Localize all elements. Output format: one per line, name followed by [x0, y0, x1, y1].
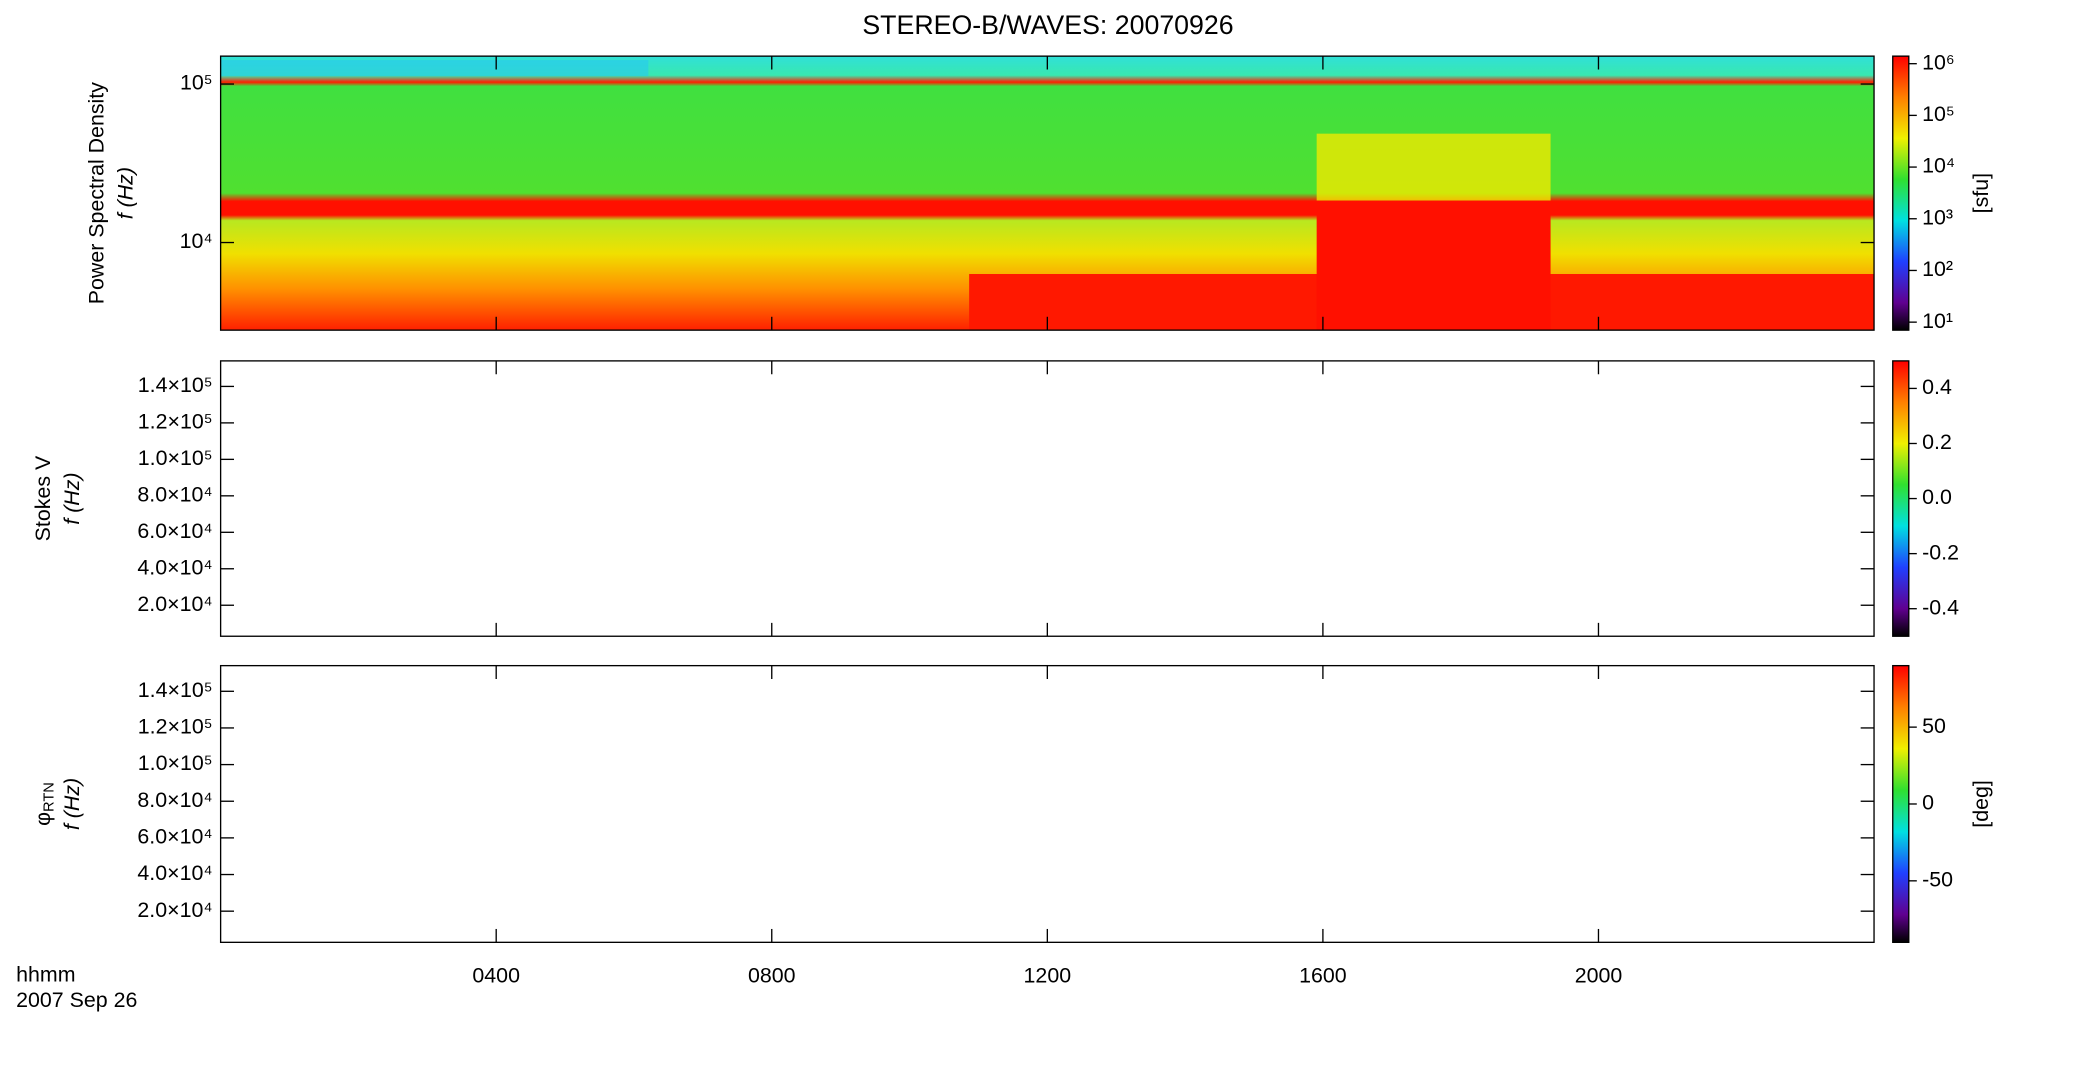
- y-tick-label: 1.0×10⁵: [138, 446, 213, 470]
- colorbar-tick-label: 0.0: [1922, 485, 1952, 509]
- y-label-unit: f (Hz): [60, 472, 84, 524]
- colorbar-tick-label: 0.2: [1922, 430, 1952, 454]
- plot-frame: [219, 360, 1875, 637]
- colorbar-tick-label: 10³: [1922, 205, 1953, 229]
- colorbar: [1892, 55, 1910, 331]
- y-tick-label: 10⁵: [180, 71, 213, 95]
- y-label: φRTN: [31, 782, 58, 826]
- plot-frame: [219, 664, 1875, 943]
- y-tick-label: 4.0×10⁴: [137, 861, 212, 885]
- colorbar-tick-label: -0.4: [1922, 595, 1959, 619]
- y-tick-label: 4.0×10⁴: [137, 555, 212, 579]
- colorbar: [1892, 360, 1910, 637]
- colorbar-tick-label: 0.4: [1922, 375, 1952, 399]
- colorbar-tick-label: 10¹: [1922, 309, 1953, 333]
- x-tick-label: 0400: [472, 964, 520, 988]
- colorbar: [1892, 664, 1910, 943]
- y-tick-label: 6.0×10⁴: [137, 825, 212, 849]
- colorbar-tick-label: 0: [1922, 791, 1934, 815]
- y-label-unit: f (Hz): [114, 167, 138, 219]
- x-label: hhmm: [16, 962, 75, 986]
- y-tick-label: 8.0×10⁴: [137, 788, 212, 812]
- y-tick-label: 1.4×10⁵: [138, 678, 213, 702]
- y-tick-label: 2.0×10⁴: [137, 898, 212, 922]
- colorbar-label: [sfu]: [1969, 173, 1993, 213]
- colorbar-tick-label: 10⁴: [1922, 154, 1955, 178]
- y-tick-label: 6.0×10⁴: [137, 519, 212, 543]
- y-label-sub: RTN: [41, 782, 57, 812]
- y-label: Stokes V: [31, 455, 55, 541]
- date-label: 2007 Sep 26: [16, 988, 137, 1012]
- y-label: Power Spectral Density: [84, 82, 108, 304]
- colorbar-tick-label: -50: [1922, 867, 1953, 891]
- y-tick-label: 2.0×10⁴: [137, 592, 212, 616]
- colorbar-tick-label: 10⁵: [1922, 102, 1955, 126]
- x-tick-label: 2000: [1575, 964, 1623, 988]
- y-tick-label: 10⁴: [180, 229, 213, 253]
- y-tick-label: 1.4×10⁵: [138, 373, 213, 397]
- y-tick-label: 1.0×10⁵: [138, 751, 213, 775]
- y-tick-label: 1.2×10⁵: [138, 715, 213, 739]
- x-tick-label: 0800: [748, 964, 796, 988]
- colorbar-label: [deg]: [1969, 780, 1993, 828]
- chart-title: STEREO-B/WAVES: 20070926: [862, 10, 1233, 40]
- x-tick-label: 1600: [1299, 964, 1347, 988]
- y-tick-label: 1.2×10⁵: [138, 410, 213, 434]
- y-label-unit: f (Hz): [60, 778, 84, 830]
- x-tick-label: 1200: [1024, 964, 1072, 988]
- spectrogram: [220, 56, 1875, 331]
- y-tick-label: 8.0×10⁴: [137, 482, 212, 506]
- colorbar-tick-label: 10⁶: [1922, 50, 1955, 74]
- colorbar-tick-label: 10²: [1922, 257, 1953, 281]
- colorbar-tick-label: 50: [1922, 714, 1946, 738]
- colorbar-tick-label: -0.2: [1922, 540, 1959, 564]
